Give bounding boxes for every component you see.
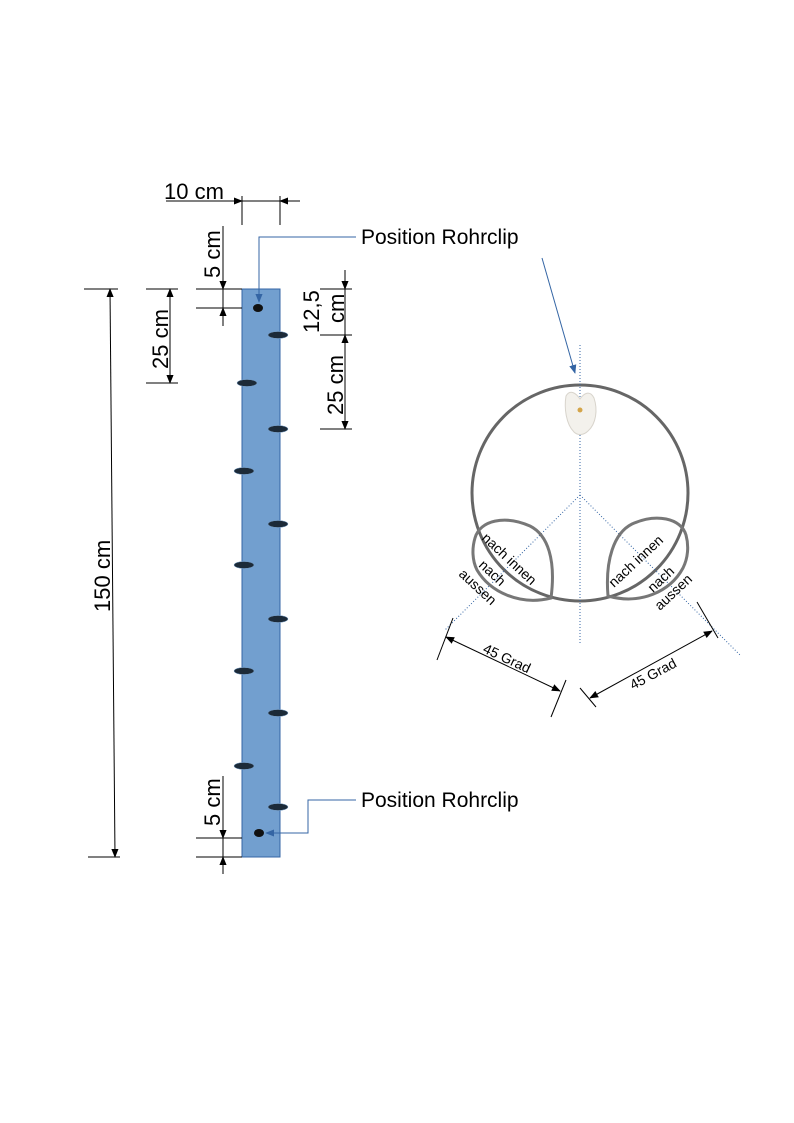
right-spacing-dimension: 25 cm	[320, 335, 352, 429]
pipe-clip-icon	[565, 392, 596, 434]
top-offset-dimension: 5 cm	[196, 226, 242, 326]
hole	[234, 562, 254, 569]
clip-callout-arrow-right	[542, 258, 575, 373]
hole	[268, 616, 288, 623]
bottom-offset-dimension: 5 cm	[196, 776, 242, 874]
angle-right-label: 45 Grad	[627, 655, 679, 693]
right-offset-value: 12,5	[299, 290, 324, 333]
bottom-offset-label: 5 cm	[200, 778, 225, 826]
hole	[268, 521, 288, 528]
right-offset-unit: cm	[324, 294, 349, 323]
clip-hole-bottom	[254, 829, 264, 837]
clip-callout-top-label: Position Rohrclip	[361, 226, 519, 249]
pipe-cross-section: nach innen nach aussen nach innen nach a…	[437, 345, 740, 717]
pipe-body	[242, 289, 280, 857]
clip-callout-top: Position Rohrclip	[259, 226, 519, 302]
hole	[268, 332, 288, 339]
angle-left-dimension: 45 Grad	[437, 618, 566, 717]
right-spacing-label: 25 cm	[323, 355, 348, 415]
total-length-dimension: 150 cm	[84, 289, 120, 857]
angle-left-label: 45 Grad	[481, 640, 534, 676]
left-spacing-dimension: 25 cm	[146, 289, 178, 383]
hole	[237, 380, 257, 387]
hole	[268, 710, 288, 717]
hole	[234, 668, 254, 675]
clip-callout-bottom-label: Position Rohrclip	[361, 789, 519, 812]
hole	[268, 426, 288, 433]
angle-right-dimension: 45 Grad	[580, 602, 718, 707]
width-dimension: 10 cm	[164, 179, 300, 225]
pipe	[242, 289, 280, 857]
hole	[268, 804, 288, 811]
clip-hole-top	[253, 304, 263, 312]
right-offset-dimension: 12,5 cm	[299, 270, 352, 335]
top-offset-label: 5 cm	[200, 230, 225, 278]
total-length-label: 150 cm	[90, 540, 115, 612]
clip-callout-bottom: Position Rohrclip	[266, 789, 519, 833]
left-spacing-label: 25 cm	[148, 309, 173, 369]
hole	[234, 763, 254, 770]
hole	[234, 468, 254, 475]
width-label: 10 cm	[164, 179, 224, 204]
